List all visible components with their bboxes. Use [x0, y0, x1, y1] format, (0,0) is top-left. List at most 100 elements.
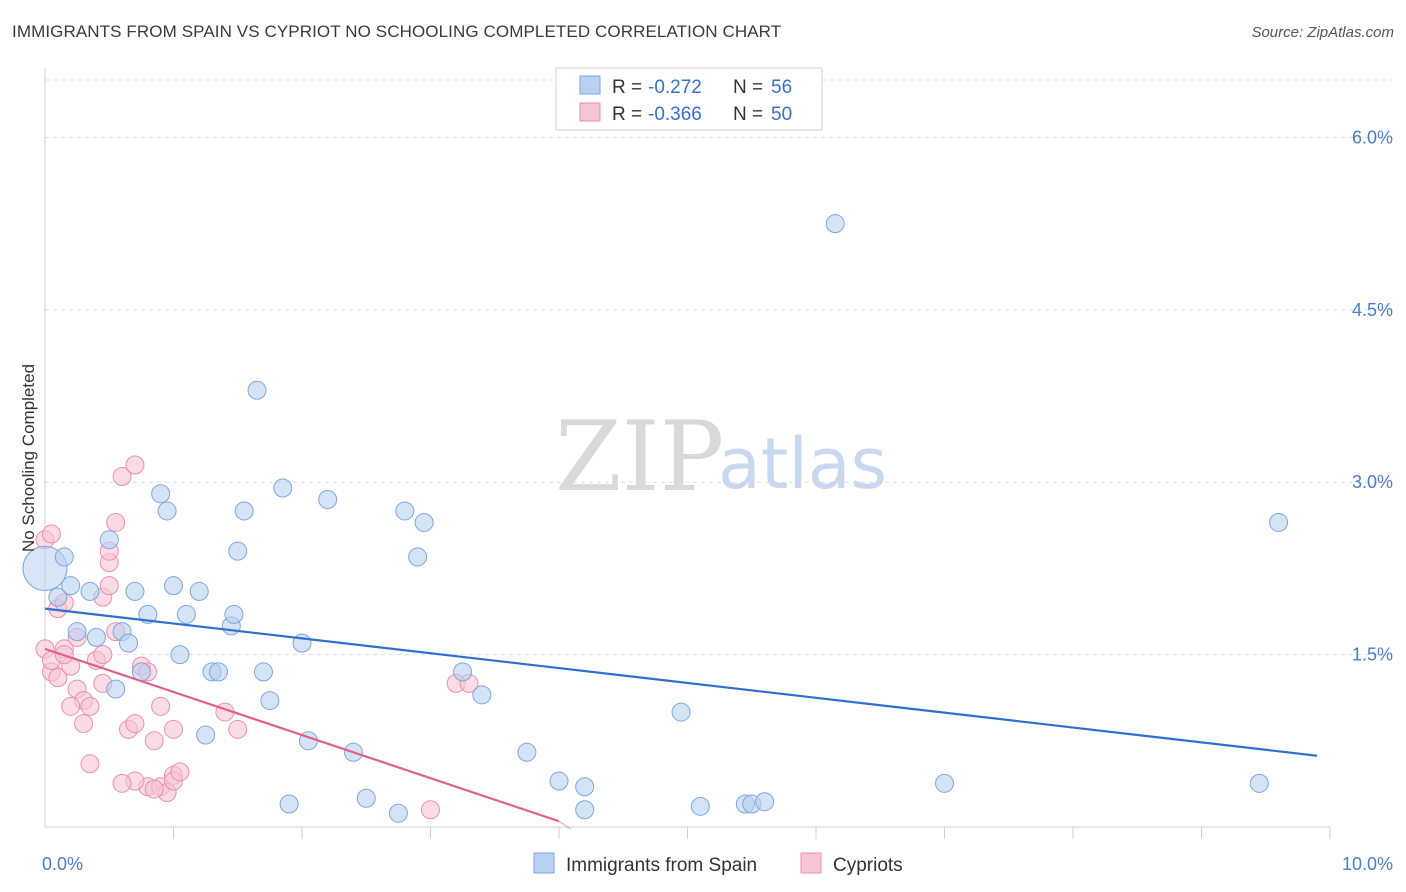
- point-spain-27: [273, 478, 293, 498]
- point-spain-52: [1249, 773, 1269, 793]
- point-cypriots-30: [151, 696, 171, 716]
- point-spain-37: [408, 547, 428, 567]
- trend-line-spain: [44, 607, 1318, 757]
- watermark: ZIP atlas: [555, 401, 887, 513]
- axes: [44, 68, 1331, 839]
- point-cypriots-49: [93, 645, 113, 665]
- point-spain-54: [388, 803, 408, 823]
- x-tick-label-1: 10.0%: [1342, 854, 1393, 874]
- legend-n-label-2: N =: [733, 104, 763, 125]
- legend-box: R = -0.272 N = 56 R = -0.366 N = 50: [555, 67, 823, 131]
- point-spain-4: [80, 581, 100, 601]
- bottom-legend: Immigrants from Spain Cypriots: [533, 852, 903, 876]
- bottom-legend-label-cypriots: Cypriots: [833, 855, 903, 876]
- grid-lines: [45, 79, 1392, 656]
- point-spain-5: [99, 530, 119, 550]
- point-spain-43: [575, 777, 595, 797]
- point-spain-25: [253, 662, 273, 682]
- point-spain-1: [54, 547, 74, 567]
- point-spain-35: [356, 788, 376, 808]
- chart-title: IMMIGRANTS FROM SPAIN VS CYPRIOT NO SCHO…: [12, 22, 782, 41]
- chart-source: Source: ZipAtlas.com: [1251, 24, 1394, 41]
- y-axis-label: No Schooling Completed: [19, 364, 38, 552]
- point-spain-19: [208, 662, 228, 682]
- point-spain-40: [472, 685, 492, 705]
- point-cypriots-7: [48, 668, 68, 688]
- legend-r-value-2: -0.366: [648, 104, 702, 125]
- point-cypriots-47: [170, 762, 190, 782]
- bottom-legend-swatch-pink: [800, 852, 822, 874]
- legend-r-label-2: R =: [612, 104, 642, 125]
- point-cypriots-39: [228, 719, 248, 739]
- point-cypriots-1: [41, 524, 61, 544]
- point-spain-39: [453, 662, 473, 682]
- point-spain-36: [395, 501, 415, 521]
- point-spain-11: [138, 604, 158, 624]
- point-spain-24: [247, 380, 267, 400]
- trend-line-cypriots-ext: [558, 820, 572, 830]
- legend-n-value-2: 50: [771, 104, 792, 125]
- trend-lines: [44, 607, 1318, 830]
- y-tick-label-1: 3.0%: [1352, 472, 1393, 492]
- watermark-atlas: atlas: [718, 423, 887, 505]
- point-spain-21: [224, 604, 244, 624]
- legend-swatch-pink: [579, 102, 601, 122]
- legend-r-value-1: -0.272: [648, 77, 702, 98]
- point-spain-26: [260, 691, 280, 711]
- point-spain-38: [414, 512, 434, 532]
- point-cypriots-21: [80, 754, 100, 774]
- y-tick-label-2: 4.5%: [1352, 300, 1393, 320]
- watermark-zip: ZIP: [555, 401, 724, 513]
- point-spain-55: [279, 794, 299, 814]
- point-spain-16: [189, 581, 209, 601]
- point-spain-50: [825, 214, 845, 234]
- point-spain-29: [318, 489, 338, 509]
- tick-labels: 1.5% 3.0% 4.5% 6.0% 0.0% 10.0%: [42, 127, 1393, 874]
- x-tick-label-0: 0.0%: [42, 854, 83, 874]
- point-cypriots-29: [144, 731, 164, 751]
- point-cypriots-31: [164, 719, 183, 739]
- point-spain-45: [671, 702, 691, 722]
- point-spain-51: [935, 773, 954, 793]
- point-cypriots-13: [74, 714, 94, 734]
- point-spain-3: [61, 576, 81, 596]
- point-spain-22: [228, 541, 248, 561]
- point-cypriots-24: [106, 512, 126, 532]
- point-spain-53: [1269, 512, 1289, 532]
- legend-swatch-blue: [579, 75, 601, 95]
- point-spain-17: [170, 645, 190, 665]
- point-spain-2: [48, 587, 68, 607]
- point-cypriots-11: [61, 696, 81, 716]
- y-tick-label-3: 6.0%: [1352, 127, 1393, 147]
- point-cypriots-46: [144, 779, 164, 799]
- legend-n-value-1: 56: [771, 77, 792, 98]
- point-cypriots-26: [125, 714, 145, 734]
- bottom-legend-swatch-blue: [533, 852, 555, 874]
- point-spain-44: [575, 800, 595, 820]
- point-spain-32: [196, 725, 216, 745]
- legend-r-label-1: R =: [612, 77, 642, 98]
- legend-n-label-1: N =: [733, 77, 763, 98]
- point-spain-12: [151, 484, 171, 504]
- point-spain-10: [125, 581, 145, 601]
- point-spain-6: [67, 622, 87, 642]
- y-tick-label-0: 1.5%: [1352, 645, 1393, 665]
- point-spain-14: [164, 576, 183, 596]
- point-cypriots-45: [112, 773, 132, 793]
- point-spain-49: [755, 792, 775, 812]
- bottom-legend-label-spain: Immigrants from Spain: [566, 855, 757, 876]
- point-spain-41: [517, 742, 537, 762]
- point-cypriots-22: [112, 466, 132, 486]
- point-spain-7: [86, 627, 106, 647]
- point-spain-13: [157, 501, 177, 521]
- point-cypriots-23: [125, 455, 145, 475]
- point-spain-15: [176, 604, 196, 624]
- point-cypriots-18: [99, 576, 119, 596]
- point-cypriots-12: [80, 696, 100, 716]
- point-spain-30: [106, 679, 126, 699]
- point-spain-9: [119, 633, 139, 653]
- point-spain-46: [690, 796, 710, 816]
- trend-line-cypriots: [44, 647, 560, 823]
- point-spain-23: [234, 501, 254, 521]
